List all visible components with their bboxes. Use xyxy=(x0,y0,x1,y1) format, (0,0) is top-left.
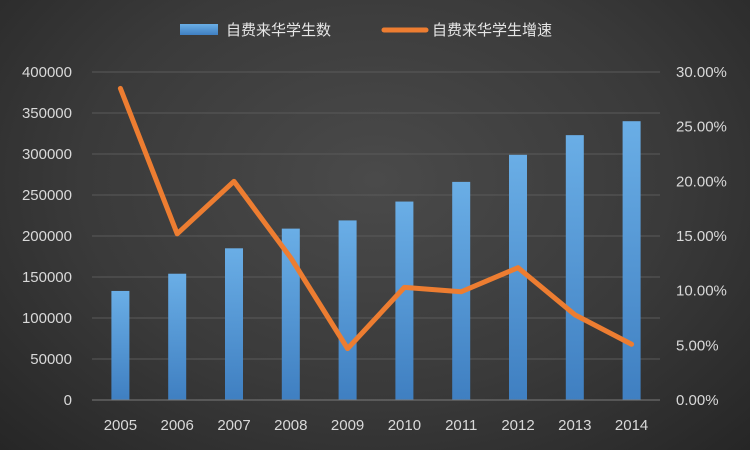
bar xyxy=(225,248,243,400)
y-left-tick-label: 400000 xyxy=(22,64,72,81)
y-right-tick-label: 25.00% xyxy=(676,119,727,136)
bar xyxy=(622,121,641,400)
bar xyxy=(338,220,357,400)
bar xyxy=(509,154,527,400)
bar-layer xyxy=(111,121,641,400)
y-right-tick-label: 30.00% xyxy=(676,64,727,81)
y-left-tick-label: 200000 xyxy=(22,228,72,245)
x-tick-label: 2011 xyxy=(445,417,477,434)
bar xyxy=(111,290,130,400)
bar xyxy=(168,273,187,400)
bar xyxy=(281,228,300,400)
x-tick-label: 2014 xyxy=(615,417,648,434)
bar xyxy=(565,135,584,400)
x-tick-label: 2012 xyxy=(501,417,534,434)
y-left-tick-label: 300000 xyxy=(22,146,72,163)
grid-layer xyxy=(92,71,660,360)
x-tick-label: 2007 xyxy=(217,417,250,434)
legend-bar-label: 自费来华学生数 xyxy=(226,21,331,39)
legend: 自费来华学生数 自费来华学生增速 xyxy=(180,21,552,39)
x-tick-label: 2009 xyxy=(331,417,364,434)
y-left-tick-label: 100000 xyxy=(22,310,72,327)
y-left-tick-label: 250000 xyxy=(22,187,72,204)
growth-line xyxy=(117,85,635,352)
y-left-tick-label: 350000 xyxy=(22,105,72,122)
y-left-tick-label: 0 xyxy=(64,392,72,409)
bar xyxy=(395,201,414,400)
line-layer xyxy=(117,85,635,352)
x-tick-label: 2006 xyxy=(161,417,194,434)
y-right-tick-label: 0.00% xyxy=(676,392,719,409)
x-tick-label: 2005 xyxy=(104,417,137,434)
axis-layer: 0 50000 100000 150000 200000 250000 300000 3500… xyxy=(22,64,727,434)
y-left-tick-label: 150000 xyxy=(22,269,72,286)
y-left-tick-label: 50000 xyxy=(30,351,72,368)
y-right-tick-label: 20.00% xyxy=(676,173,727,190)
y-right-tick-label: 5.00% xyxy=(676,337,719,354)
legend-bar-swatch xyxy=(180,24,218,35)
y-right-tick-label: 15.00% xyxy=(676,228,727,245)
y-right-tick-label: 10.00% xyxy=(676,283,727,300)
x-tick-label: 2008 xyxy=(274,417,307,434)
legend-line-label: 自费来华学生增速 xyxy=(432,21,552,39)
x-tick-label: 2010 xyxy=(388,417,421,434)
x-tick-label: 2013 xyxy=(558,417,591,434)
